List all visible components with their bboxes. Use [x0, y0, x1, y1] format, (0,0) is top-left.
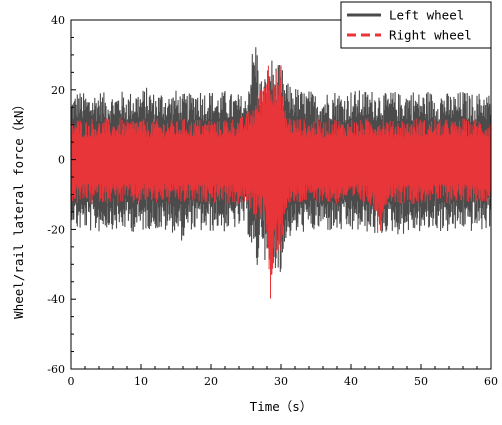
y-axis-title: Wheel/rail lateral force（kN）	[11, 98, 26, 319]
x-tick-label: 30	[274, 375, 288, 388]
axes: 0 10 20 30 40 50 60 40 20 0 -20 -40 -60 Time（s） Wheel/…	[11, 14, 498, 414]
legend: Left wheel Right wheel	[340, 1, 492, 49]
legend-label-left-wheel: Left wheel	[389, 8, 464, 23]
y-tick-label: 0	[58, 154, 65, 167]
y-tick-label: -40	[47, 293, 65, 306]
y-tick-label: -60	[47, 363, 65, 376]
x-axis-title: Time（s）	[250, 399, 313, 414]
x-tick-label: 10	[134, 375, 148, 388]
y-tick-label: 20	[51, 84, 65, 97]
y-tick-label: 40	[51, 14, 65, 27]
legend-label-right-wheel: Right wheel	[389, 28, 472, 43]
y-tick-label: -20	[47, 223, 65, 236]
x-tick-label: 50	[414, 375, 428, 388]
x-tick-label: 20	[204, 375, 218, 388]
legend-box	[340, 1, 492, 49]
x-tick-label: 0	[68, 375, 75, 388]
plot-area	[70, 47, 492, 299]
x-tick-label: 40	[344, 375, 358, 388]
series-line-right-wheel	[70, 65, 492, 299]
x-tick-label: 60	[484, 375, 498, 388]
